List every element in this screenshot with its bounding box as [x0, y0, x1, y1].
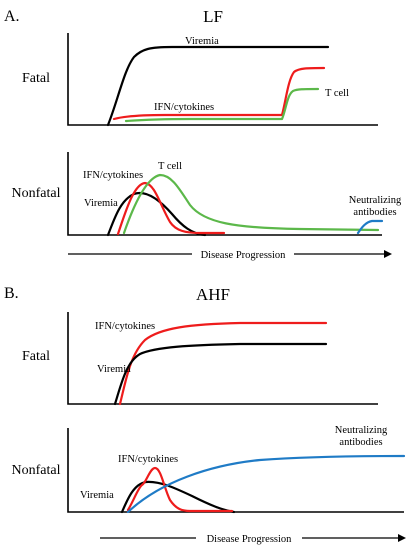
panel-b-nonfatal-axes: [67, 428, 404, 513]
panel-b-fatal-viremia-label: Viremia: [97, 364, 131, 375]
panel-a-letter: A.: [4, 8, 20, 25]
panel-a-fatal-viremia-curve: [106, 45, 330, 127]
panel-a-nonfatal-nab-label-2: antibodies: [353, 207, 396, 218]
panel-b-title: AHF: [196, 285, 230, 304]
panel-b-fatal-row-label: Fatal: [22, 349, 50, 364]
panel-b-fatal-ifn-curve: [118, 321, 328, 406]
panel-a-title: LF: [203, 7, 223, 26]
panel-b-fatal-viremia-curve: [113, 342, 328, 406]
panel-a-nonfatal-nab-label-1: Neutralizing: [349, 195, 402, 206]
panel-b-letter: B.: [4, 285, 19, 302]
panel-b-nonfatal-viremia-label: Viremia: [80, 490, 114, 501]
panel-a-nonfatal-ifn-curve: [116, 181, 226, 236]
panel-b-progression-label: Disease Progression: [207, 534, 293, 545]
panel-a-fatal-plot: Fatal Viremia IFN/cytokines T cell: [22, 33, 378, 127]
panel-b-fatal-axes: [67, 312, 378, 405]
panel-b-nonfatal-ifn-curve: [126, 466, 234, 513]
panel-a-fatal-ifn-curve: [112, 66, 326, 121]
panel-a-nonfatal-ifn-label: IFN/cytokines: [83, 170, 143, 181]
panel-a-fatal-row-label: Fatal: [22, 71, 50, 86]
panel-b-nonfatal-ifn-label: IFN/cytokines: [118, 454, 178, 465]
panel-a-nonfatal-tcell-curve: [122, 173, 380, 235]
panel-b-nonfatal-row-label: Nonfatal: [12, 463, 61, 478]
panel-a-nonfatal-nab-curve: [356, 219, 384, 235]
panel-b-progression-arrow: Disease Progression: [100, 534, 406, 545]
panel-a-nonfatal-axes: [67, 152, 382, 236]
panel-b-fatal-plot: Fatal IFN/cytokines Viremia: [22, 312, 378, 406]
panel-b-nonfatal-nab-label-2: antibodies: [339, 437, 382, 448]
panel-a-nonfatal-tcell-label: T cell: [158, 161, 182, 172]
panel-b-nonfatal-nab-curve: [126, 454, 406, 514]
panel-b-nonfatal-nab-label-1: Neutralizing: [335, 425, 388, 436]
panel-a-nonfatal-plot: Nonfatal IFN/cytokines T cell Viremia Ne…: [12, 152, 402, 237]
panel-a-nonfatal-viremia-curve: [106, 191, 207, 237]
panel-a-arrow-head: [384, 250, 392, 258]
panel-a-fatal-axes: [67, 33, 378, 126]
panel-a-progression-arrow: Disease Progression: [68, 250, 392, 261]
panel-a-nonfatal-viremia-label: Viremia: [84, 198, 118, 209]
panel-a-fatal-ifn-label: IFN/cytokines: [154, 102, 214, 113]
panel-a-progression-label: Disease Progression: [201, 250, 287, 261]
panel-a-nonfatal-row-label: Nonfatal: [12, 186, 61, 201]
panel-a-fatal-viremia-label: Viremia: [185, 36, 219, 47]
panel-a-fatal-tcell-curve: [124, 87, 320, 123]
panel-b-nonfatal-plot: Nonfatal IFN/cytokines Viremia Neutraliz…: [12, 425, 406, 514]
panel-a-fatal-tcell-label: T cell: [325, 88, 349, 99]
panel-b-arrow-head: [398, 534, 406, 542]
panel-b-fatal-ifn-label: IFN/cytokines: [95, 321, 155, 332]
